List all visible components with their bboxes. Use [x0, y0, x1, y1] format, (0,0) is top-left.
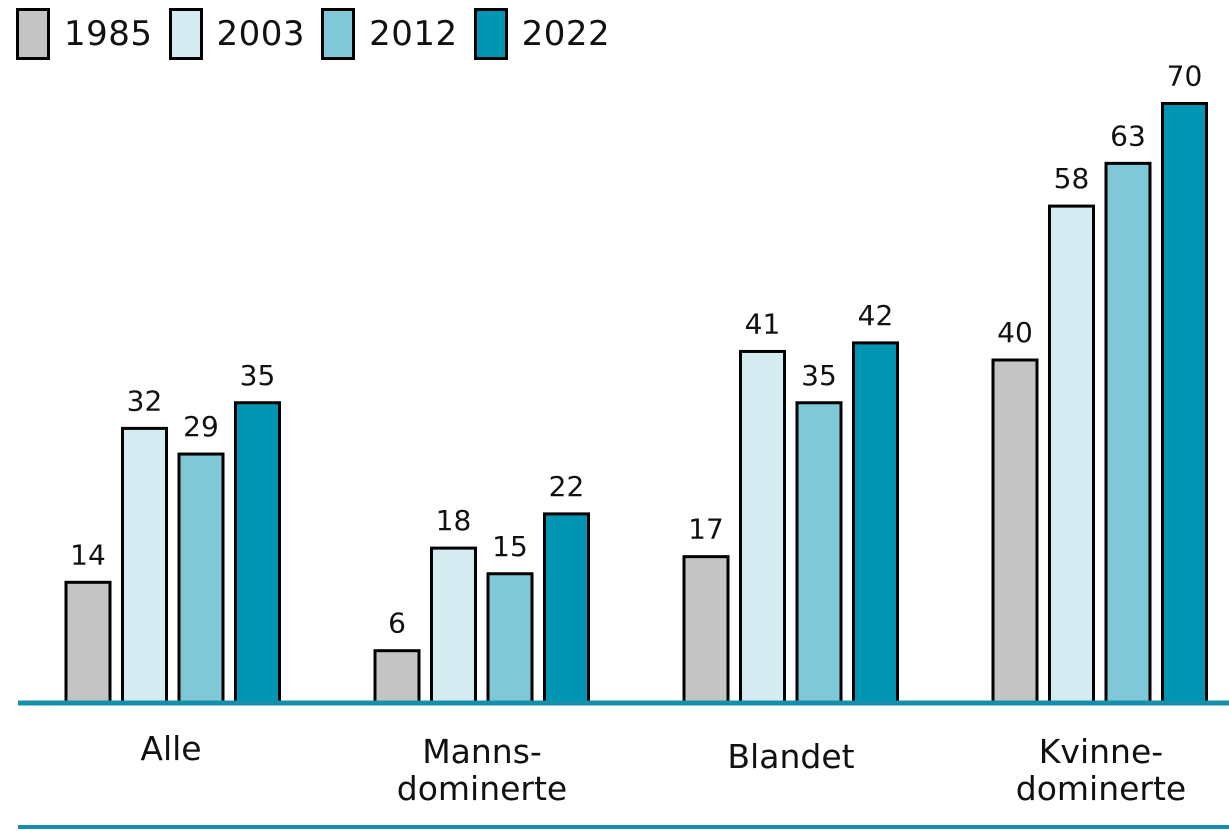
legend-swatch-2012: [321, 8, 356, 60]
bar-1985-1: [373, 649, 421, 704]
data-label: 63: [1110, 119, 1146, 152]
legend-item-1985: 1985: [16, 8, 153, 60]
bar-2012-0: [177, 452, 225, 704]
bar-2022-3: [1161, 102, 1208, 704]
bar-2022-1: [543, 512, 590, 704]
category-label: dominerte: [397, 769, 567, 808]
category-label: Kvinne-: [1039, 732, 1163, 771]
data-label: 6: [388, 607, 406, 640]
category-label: Alle: [140, 729, 201, 768]
bar-2003-0: [121, 426, 168, 704]
legend-label-1985: 1985: [64, 14, 153, 54]
data-label: 22: [549, 470, 585, 503]
legend-item-2012: 2012: [321, 8, 458, 60]
legend-swatch-2022: [473, 8, 508, 60]
bar-2012-3: [1104, 161, 1152, 704]
data-label: 32: [127, 384, 163, 417]
legend-label-2022: 2022: [521, 14, 611, 54]
category-label: Blandet: [727, 737, 854, 776]
bar-1985-3: [991, 358, 1039, 704]
data-label: 35: [801, 359, 837, 392]
bar-1985-0: [64, 580, 112, 704]
data-label: 29: [183, 410, 219, 443]
data-label: 18: [436, 504, 472, 537]
data-label: 42: [858, 299, 894, 332]
legend-item-2022: 2022: [473, 8, 611, 60]
bar-2022-2: [852, 341, 899, 704]
legend: 1985 2003 2012 2022: [16, 8, 626, 60]
data-label: 41: [745, 307, 781, 340]
bar-2003-2: [739, 349, 786, 704]
legend-label-2012: 2012: [369, 14, 458, 54]
legend-label-2003: 2003: [216, 14, 306, 54]
bar-1985-2: [682, 555, 730, 704]
data-label: 70: [1167, 60, 1203, 93]
bar-2022-0: [234, 401, 281, 704]
data-label: 40: [997, 316, 1033, 349]
legend-item-2003: 2003: [168, 8, 306, 60]
category-label: Manns-: [422, 732, 542, 771]
category-label: dominerte: [1016, 769, 1186, 808]
data-label: 14: [70, 538, 106, 571]
data-label: 15: [492, 530, 528, 563]
bar-2012-2: [795, 401, 843, 704]
data-label: 35: [240, 359, 276, 392]
data-label: 58: [1054, 162, 1090, 195]
legend-swatch-2003: [168, 8, 203, 60]
bar-2003-3: [1048, 204, 1095, 704]
bar-2003-1: [430, 546, 477, 704]
legend-swatch-1985: [16, 8, 50, 60]
bar-2012-1: [486, 572, 534, 704]
data-label: 17: [688, 513, 724, 546]
